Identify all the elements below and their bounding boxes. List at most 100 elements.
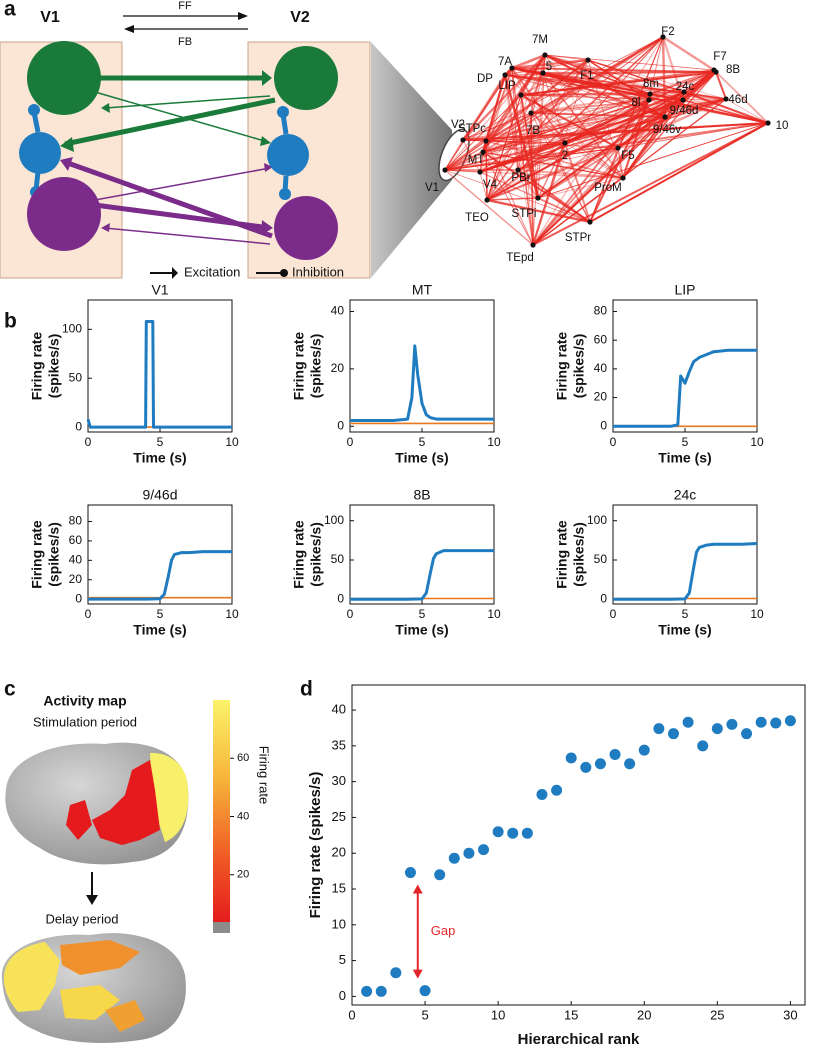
inhibitory-end <box>277 106 289 118</box>
network-edge <box>462 139 481 173</box>
y-tick-label: 0 <box>600 591 607 605</box>
network-node <box>535 195 541 201</box>
data-point <box>448 852 460 864</box>
network-edge <box>649 93 666 118</box>
area-label: V2 <box>290 9 310 26</box>
x-tick-label: 0 <box>347 607 354 621</box>
node-label: TEO <box>465 212 489 224</box>
network-edge <box>542 54 546 74</box>
chart: 0 5 10 0 20 40 60 80 LIP Time (s) Firing rate (spik… <box>554 282 764 466</box>
y-tick-label: 40 <box>331 304 345 318</box>
network-node <box>509 65 515 71</box>
node-label: V2 <box>451 119 465 131</box>
x-tick-label: 5 <box>682 435 689 449</box>
data-point <box>565 752 577 764</box>
network-node <box>528 110 534 116</box>
network-node <box>660 34 666 40</box>
network-edge <box>564 142 591 223</box>
node-label: 9/46d <box>670 105 699 117</box>
data-point <box>594 758 606 770</box>
network-node <box>765 120 771 126</box>
node-label: TEpd <box>506 252 534 264</box>
y-tick-label: 0 <box>600 418 607 432</box>
data-point <box>419 985 431 997</box>
network-edge <box>479 151 484 173</box>
x-tick-label: 15 <box>564 1007 578 1022</box>
network-edge <box>648 36 664 101</box>
x-tick-label: 30 <box>783 1007 797 1022</box>
y-tick-label: 100 <box>324 513 344 527</box>
chart-title: 24c <box>674 487 697 503</box>
network-node <box>713 69 719 75</box>
network-edge <box>622 99 650 179</box>
network-edge <box>485 140 488 201</box>
y-tick-label: 60 <box>69 533 83 547</box>
y-tick-label: 15 <box>332 880 346 895</box>
chart-title: MT <box>412 282 433 298</box>
ff-arrowhead <box>238 12 248 20</box>
network-edge <box>511 58 589 70</box>
network-node <box>480 149 486 155</box>
y-axis-label: (spikes/s) <box>571 334 587 399</box>
network-edge <box>622 71 717 179</box>
data-point <box>463 847 475 859</box>
inhibitory-population <box>267 134 309 176</box>
node-label: STPc <box>458 123 486 135</box>
arrowhead <box>101 223 110 232</box>
x-tick-label: 5 <box>421 1007 428 1022</box>
network-edge <box>725 98 769 124</box>
network-edge <box>504 74 684 101</box>
annotation: Gap <box>431 923 456 938</box>
y-tick-label: 100 <box>62 322 82 336</box>
map-subtitle: Stimulation period <box>33 714 137 729</box>
excitatory-population <box>274 46 338 110</box>
network-node <box>585 57 591 63</box>
x-tick-label: 5 <box>157 435 164 449</box>
gap-arrowhead <box>412 969 423 979</box>
network-node <box>540 70 546 76</box>
network-node <box>615 145 621 151</box>
arrowhead <box>60 137 74 152</box>
data-point <box>492 826 504 838</box>
y-axis-label: Firing rate <box>291 520 307 589</box>
network-edge <box>564 69 715 144</box>
panel-label: c <box>4 678 16 701</box>
network-edge <box>532 116 666 246</box>
network-edge <box>683 91 769 124</box>
panel-label: d <box>300 678 313 701</box>
data-point <box>551 784 563 796</box>
data-point <box>667 728 679 740</box>
network-edge <box>485 140 624 179</box>
network-edge <box>617 69 715 149</box>
arrowhead <box>86 895 98 905</box>
x-axis-label: Time (s) <box>133 622 186 638</box>
y-tick-label: 50 <box>69 370 83 384</box>
node-label: STPi <box>512 208 537 220</box>
network-edge <box>504 74 534 246</box>
y-tick-label: 20 <box>594 390 608 404</box>
data-point <box>770 717 782 729</box>
network-edge <box>713 69 769 124</box>
data-point <box>726 718 738 730</box>
network-edge <box>479 171 488 201</box>
network-edge <box>542 71 717 74</box>
network-edge <box>715 71 727 100</box>
network-edge <box>617 93 651 149</box>
network-edge <box>530 99 650 114</box>
y-tick-label: 35 <box>332 737 346 752</box>
network-node <box>530 242 536 248</box>
area-label: V1 <box>40 9 60 26</box>
x-tick-label: 0 <box>610 607 617 621</box>
node-label: V1 <box>425 182 439 194</box>
network-edge <box>544 54 715 71</box>
network-edge <box>504 74 624 179</box>
network-edge <box>504 74 769 124</box>
node-label: V4 <box>483 179 498 191</box>
x-tick-label: 10 <box>487 607 501 621</box>
inhibitory-end <box>28 104 40 116</box>
network-edge <box>564 116 666 144</box>
data-point <box>653 723 665 735</box>
fb-arrowhead <box>124 25 134 33</box>
network-edge <box>484 74 507 142</box>
